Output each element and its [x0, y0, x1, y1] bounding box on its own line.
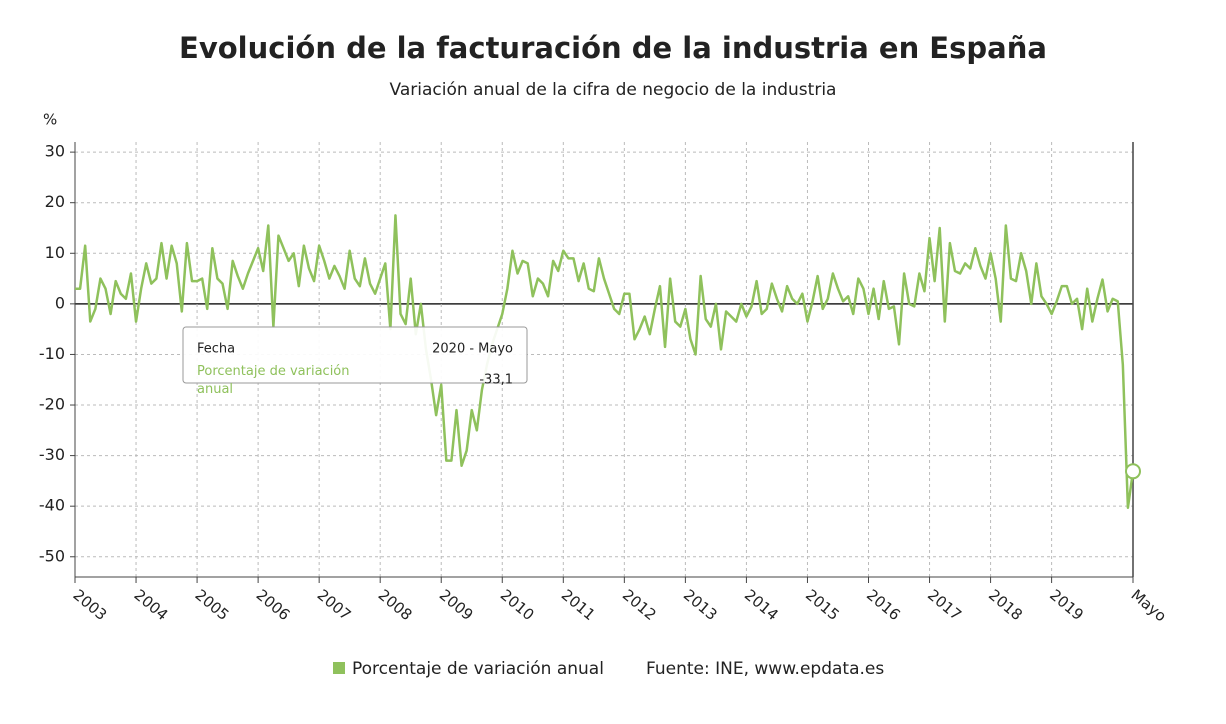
x-tick-label: 2011	[558, 586, 599, 624]
x-tick-label: 2004	[131, 586, 172, 624]
chart-subtitle: Variación anual de la cifra de negocio d…	[390, 80, 837, 100]
legend-label: Porcentaje de variación anual	[352, 659, 604, 679]
x-tick-label: 2003	[70, 586, 111, 624]
x-tick-label: 2010	[497, 586, 538, 624]
y-axis-label: %	[43, 111, 57, 129]
x-tick-label: 2012	[619, 586, 660, 624]
x-tick-label: 2005	[192, 586, 233, 624]
x-tick-label: 2006	[253, 586, 294, 624]
tooltip-series-title: Porcentaje de variación anual	[197, 364, 350, 397]
x-tick-label: 2013	[680, 586, 721, 624]
legend-swatch	[333, 662, 345, 674]
y-tick-label: -30	[39, 445, 65, 464]
y-tick-label: -50	[39, 546, 65, 565]
x-tick-label: 2017	[924, 586, 965, 624]
y-tick-label: 20	[45, 192, 65, 211]
tooltip-series-line: anual	[197, 382, 233, 397]
x-tick-label: 2009	[436, 586, 477, 624]
y-tick-label: -10	[39, 344, 65, 363]
tooltip-value: -33,1	[479, 373, 513, 388]
y-tick-label: 30	[45, 142, 65, 161]
y-tick-label: -40	[39, 496, 65, 515]
y-tick-label: 10	[45, 243, 65, 262]
tooltip-date: 2020 - Mayo	[432, 342, 513, 357]
x-tick-label: 2007	[314, 586, 355, 624]
tooltip-date-title: Fecha	[197, 342, 235, 357]
source: Fuente: INE, www.epdata.es	[646, 659, 884, 679]
chart-title: Evolución de la facturación de la indust…	[179, 31, 1047, 65]
y-tick-label: 0	[55, 293, 65, 312]
x-tick-label: 2014	[741, 586, 782, 624]
tooltip-series-line: Porcentaje de variación	[197, 364, 350, 379]
tooltip-box	[182, 326, 528, 384]
highlight-point	[1125, 463, 1141, 480]
x-tick-label: 2015	[802, 586, 843, 624]
x-tick-label: 2019	[1046, 586, 1087, 624]
x-tick-label: 2018	[985, 586, 1026, 624]
series-line	[75, 214, 1135, 509]
y-tick-label: -20	[39, 395, 65, 414]
x-tick-label: 2008	[375, 586, 416, 624]
x-tick-label: 2016	[863, 586, 904, 624]
x-tick-label: Mayo	[1128, 586, 1170, 626]
